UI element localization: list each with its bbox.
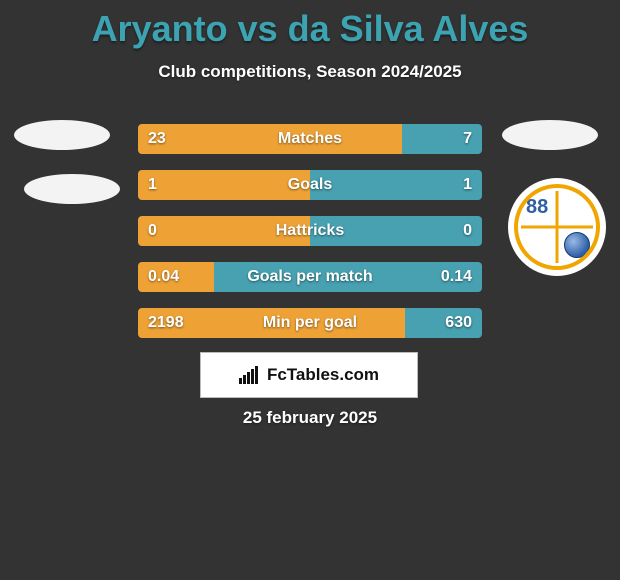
stat-row: 0.04Goals per match0.14	[138, 262, 482, 292]
bar-chart-icon	[239, 366, 261, 384]
stat-value-right: 0	[432, 222, 472, 240]
stat-overlay: 2198Min per goal630	[138, 308, 482, 338]
brand-box: FcTables.com	[200, 352, 418, 398]
stat-row: 0Hattricks0	[138, 216, 482, 246]
player-left-avatar-placeholder	[14, 120, 110, 150]
stat-row: 1Goals1	[138, 170, 482, 200]
player-right-avatar-placeholder	[502, 120, 598, 150]
club-badge-inner: 88	[514, 184, 600, 270]
page-subtitle: Club competitions, Season 2024/2025	[0, 62, 620, 82]
stats-comparison: 23Matches7 1Goals1 0Hattricks0 0.04Goals pe…	[138, 124, 482, 354]
stat-overlay: 0.04Goals per match0.14	[138, 262, 482, 292]
stat-value-right: 1	[432, 176, 472, 194]
stat-label: Matches	[188, 130, 432, 148]
brand-text: FcTables.com	[267, 365, 379, 385]
stat-value-left: 23	[148, 130, 188, 148]
stat-row: 23Matches7	[138, 124, 482, 154]
stat-label: Goals per match	[188, 268, 432, 286]
stat-value-right: 7	[432, 130, 472, 148]
stat-overlay: 23Matches7	[138, 124, 482, 154]
player-right-club-badge: 88	[508, 178, 606, 276]
stat-value-left: 0.04	[148, 268, 188, 286]
soccer-ball-icon	[564, 232, 590, 258]
stat-overlay: 1Goals1	[138, 170, 482, 200]
stat-value-right: 630	[432, 314, 472, 332]
page-title: Aryanto vs da Silva Alves	[0, 0, 620, 50]
stat-value-right: 0.14	[432, 268, 472, 286]
stat-overlay: 0Hattricks0	[138, 216, 482, 246]
stat-value-left: 0	[148, 222, 188, 240]
snapshot-date: 25 february 2025	[0, 408, 620, 428]
stat-row: 2198Min per goal630	[138, 308, 482, 338]
stat-label: Min per goal	[188, 314, 432, 332]
stat-value-left: 1	[148, 176, 188, 194]
player-left-avatar-placeholder-2	[24, 174, 120, 204]
stat-label: Goals	[188, 176, 432, 194]
stat-label: Hattricks	[188, 222, 432, 240]
club-badge-number: 88	[526, 196, 548, 219]
stat-value-left: 2198	[148, 314, 188, 332]
